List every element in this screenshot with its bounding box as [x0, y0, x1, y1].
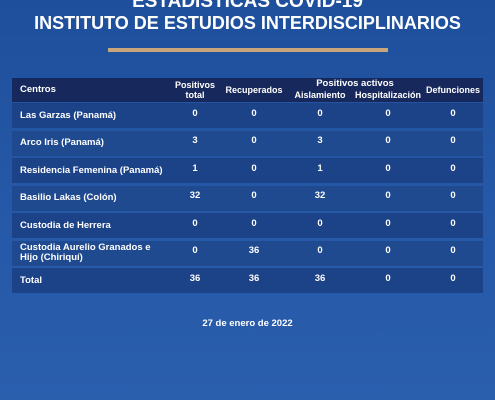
table-row — [12, 185, 483, 211]
table-cell: 0 — [385, 272, 391, 284]
table-cell: 0 — [385, 190, 391, 201]
group-header: Positivos activos — [316, 78, 394, 89]
table-row — [12, 130, 483, 156]
table-row — [12, 158, 483, 183]
row-label: Basilio Lakas (Colón) — [20, 192, 117, 203]
row-label: Custodia de Herrera — [20, 219, 111, 231]
table-cell: 0 — [385, 162, 391, 174]
table-cell: 0 — [385, 245, 391, 256]
table-row — [12, 268, 483, 293]
row-label: Custodia Aurelio Granados e Hijo (Chiriq… — [20, 242, 151, 263]
column-header: Centros — [20, 84, 56, 95]
table-cell: 32 — [314, 190, 326, 201]
table-cell: 0 — [317, 245, 323, 256]
row-label: Las Garzas (Panamá) — [20, 109, 117, 121]
table-row — [12, 103, 483, 128]
title: ESTADÍSTICAS COVID-19 — [132, 0, 363, 12]
table-cell: 0 — [192, 245, 198, 256]
table-cell: 1 — [317, 162, 323, 174]
divider — [108, 48, 388, 52]
column-header: Hospitalización — [355, 90, 422, 100]
table-cell: 36 — [189, 272, 201, 284]
table-cell: 0 — [450, 272, 456, 284]
table-cell: 3 — [317, 135, 323, 146]
row-label: Total — [20, 274, 42, 286]
table-cell: 32 — [189, 190, 201, 201]
table-cell: 0 — [385, 135, 391, 146]
row-label: Arco Iris (Panamá) — [20, 137, 104, 148]
table-cell: 36 — [248, 245, 260, 256]
table-cell: 0 — [317, 107, 323, 119]
column-header: Positivos total — [174, 80, 215, 100]
table-cell: 0 — [450, 135, 456, 146]
table-header — [12, 78, 483, 102]
table-cell: 0 — [450, 107, 456, 119]
table-cell: 0 — [385, 107, 391, 119]
table-cell: 0 — [192, 217, 198, 229]
table-cell: 0 — [317, 217, 323, 229]
table-row — [12, 240, 483, 266]
column-header: Aislamiento — [294, 90, 346, 100]
table-cell: 0 — [251, 162, 257, 174]
table-cell: 0 — [450, 190, 456, 201]
subtitle: INSTITUTO DE ESTUDIOS INTERDISCIPLINARIO… — [34, 13, 461, 33]
table-cell: 36 — [248, 272, 260, 284]
table-cell: 0 — [251, 135, 257, 146]
date: 27 de enero de 2022 — [202, 318, 293, 329]
row-label: Residencia Femenina (Panamá) — [20, 164, 163, 176]
table-cell: 0 — [385, 217, 391, 229]
column-header: Defunciones — [425, 85, 480, 95]
table-cell: 0 — [450, 217, 456, 229]
table-cell: 0 — [251, 107, 257, 119]
table-cell: 0 — [192, 107, 198, 119]
table-cell: 1 — [192, 162, 198, 174]
table-cell: 36 — [314, 272, 326, 284]
table-cell: 0 — [251, 190, 257, 201]
table-row — [12, 213, 483, 238]
table-cell: 3 — [192, 135, 198, 146]
table-cell: 0 — [450, 162, 456, 174]
table-cell: 0 — [450, 245, 456, 256]
table-cell: 0 — [251, 217, 257, 229]
column-header: Recuperados — [225, 85, 283, 95]
